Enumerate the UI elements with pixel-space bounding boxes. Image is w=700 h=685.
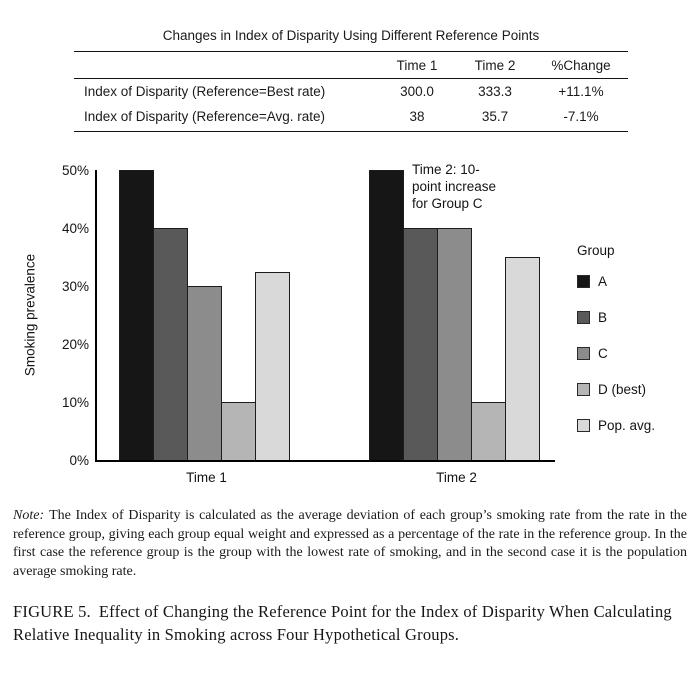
reference-table: Changes in Index of Disparity Using Diff… [74,28,628,132]
bar-pop-avg-time-1 [255,271,290,460]
cell-pct-change: -7.1% [534,104,628,132]
bar-b-time-1 [153,228,188,460]
y-tick-label: 10% [61,394,89,410]
legend-item-d-best: D (best) [577,382,655,397]
bar-group-time-1 [119,170,290,460]
cell-time2: 333.3 [478,84,512,99]
table-col-empty [74,51,378,79]
figure-caption: FIGURE 5. Effect of Changing the Referenc… [13,600,691,646]
legend-label: Pop. avg. [598,418,656,433]
row-label: Index of Disparity (Reference=Best rate) [84,84,326,99]
bar-a-time-2 [369,170,404,460]
legend-swatch [577,311,590,324]
row-label: Index of Disparity (Reference=Avg. rate) [74,104,378,132]
legend-swatch [577,419,590,432]
x-tick-label: Time 2 [436,470,477,485]
y-tick-label: 0% [69,452,89,468]
bar-pop-avg-time-2 [505,257,540,460]
caption-label: FIGURE 5. [13,602,91,621]
cell-time1: 300.0 [400,84,434,99]
y-tick-label: 50% [61,162,89,178]
legend-label: B [598,310,608,325]
legend: Group A B C D (best) Pop. avg. [577,243,655,454]
table-col-pct-change: %Change [534,51,628,79]
bar-d-best-time-2 [471,402,506,460]
legend-label: C [598,346,608,361]
note-label: Note: [13,508,45,523]
cell-time1: 38 [378,104,456,132]
table-title: Changes in Index of Disparity Using Diff… [74,28,628,52]
legend-label: D (best) [598,382,647,397]
y-tick-label: 40% [61,220,89,236]
cell-pct-change: +11.1% [558,84,604,99]
bar-c-time-1 [187,286,222,460]
table-col-time2: Time 2 [456,51,534,79]
legend-label: A [598,274,608,289]
chart-annotation: Time 2: 10-point increase for Group C [412,162,497,212]
bar-d-best-time-1 [221,402,256,460]
table-row: Index of Disparity (Reference=Best rate)… [74,79,628,105]
legend-item-pop-avg: Pop. avg. [577,418,655,433]
note-text: The Index of Disparity is calculated as … [13,508,687,579]
bar-a-time-1 [119,170,154,460]
bar-b-time-2 [403,228,438,460]
y-tick-label: 20% [61,336,89,352]
caption-text: Effect of Changing the Reference Point f… [13,602,672,645]
table-row: Index of Disparity (Reference=Avg. rate)… [74,104,628,132]
table-col-time1: Time 1 [378,51,456,79]
bar-chart: Smoking prevalence Time 2: 10-point incr… [0,148,700,500]
y-axis-title: Smoking prevalence [22,253,38,377]
plot-area: Time 2: 10-point increase for Group C 0%… [62,162,555,485]
cell-time2: 35.7 [456,104,534,132]
y-tick-label: 30% [61,278,89,294]
figure-note: Note: The Index of Disparity is calculate… [13,507,687,581]
legend-item-b: B [577,310,655,325]
legend-item-c: C [577,346,655,361]
bar-c-time-2 [437,228,472,460]
x-tick-label: Time 1 [186,470,227,485]
legend-swatch [577,275,590,288]
legend-swatch [577,383,590,396]
legend-swatch [577,347,590,360]
bar-group-time-2 [369,170,540,460]
legend-title: Group [577,243,615,258]
legend-item-a: A [577,274,655,289]
legend-items: A B C D (best) Pop. avg. [577,274,655,433]
